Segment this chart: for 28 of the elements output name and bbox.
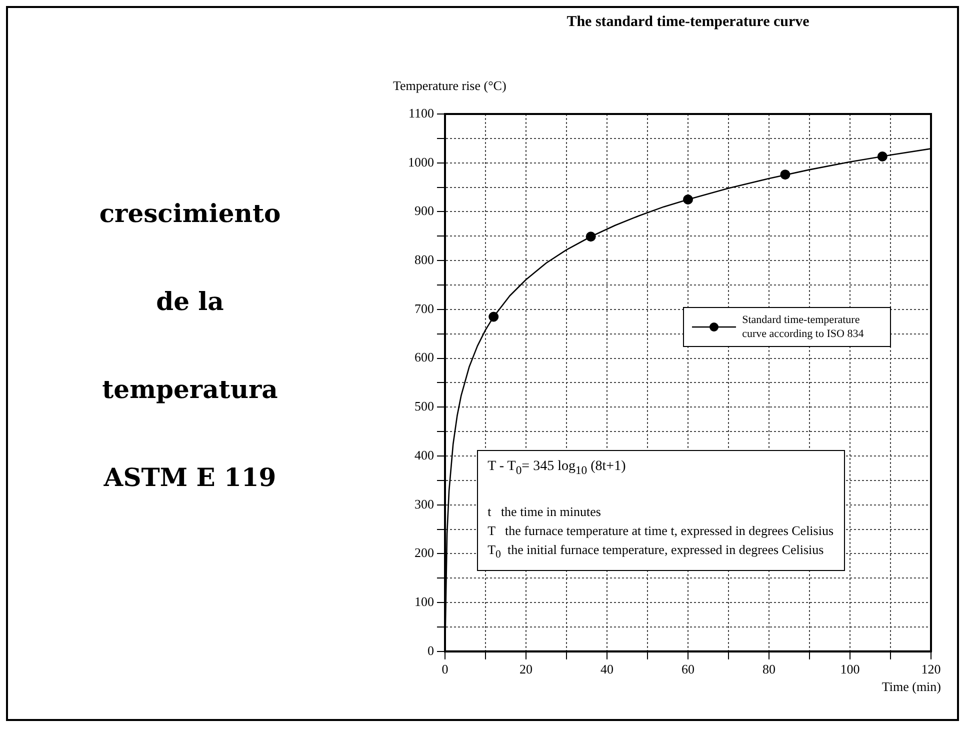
- y-tick-label: 1100: [408, 105, 434, 120]
- x-tick-label: 40: [600, 662, 614, 677]
- y-tick-label: 500: [414, 398, 434, 414]
- x-tick-label: 60: [682, 662, 694, 677]
- y-tick-label: 200: [414, 545, 434, 560]
- x-tick-label: 100: [840, 662, 860, 677]
- y-tick-label: 1000: [408, 154, 434, 170]
- annotation: t the time in minutes: [488, 502, 602, 521]
- y-tick-label: 300: [414, 496, 434, 512]
- annotation: T$_{0}$ the initial furnace temperature, expressed in degrees Celisius: [488, 540, 825, 562]
- y-tick-label: 400: [414, 447, 434, 462]
- x-tick-label: 120: [921, 662, 941, 677]
- y-tick-label: 900: [414, 203, 434, 218]
- legend-label: Standard time-temperature curve according to ISO 834: [742, 313, 865, 342]
- x-tick-label: 0: [442, 662, 448, 677]
- y-tick-label: 600: [414, 350, 434, 365]
- annotation: T - T$_{0}$= 345 log$_{10}$ (8t+1): [488, 458, 627, 479]
- x-tick-label: 20: [520, 662, 532, 677]
- x-axis-title: Time (min): [882, 679, 941, 696]
- x-tick-label: 80: [762, 662, 776, 677]
- annotation: T the furnace temperature at time t, expressed in degrees Celisius: [488, 522, 834, 540]
- y-tick-label: 700: [414, 300, 434, 316]
- y-tick-label: 0: [428, 642, 434, 658]
- y-tick-label: 100: [414, 594, 434, 609]
- y-tick-label: 800: [414, 252, 434, 267]
- text: crescimiento de la temperatura ASTM E 119: [99, 199, 281, 492]
- y-axis-title: Temperature rise (°C): [393, 78, 506, 94]
- chart-title: The standard time-temperature curve: [566, 14, 810, 31]
